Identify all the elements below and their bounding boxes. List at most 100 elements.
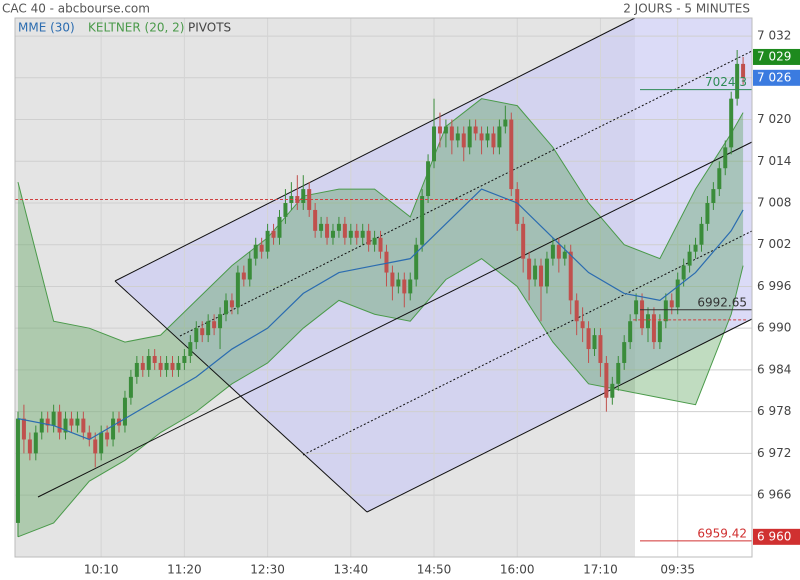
candle-body: [628, 321, 633, 343]
y-tick-label: 7 032: [757, 29, 791, 43]
candle-body: [283, 202, 288, 217]
candle-body: [443, 126, 448, 134]
candle-body: [449, 126, 454, 141]
candle-body: [645, 314, 650, 329]
legend-entry: MME (30): [18, 21, 75, 35]
candle-body: [384, 251, 389, 273]
x-tick-label: 17:10: [583, 563, 618, 577]
candle-body: [735, 63, 740, 99]
price-badge-label: 7 029: [757, 49, 791, 63]
candle-body: [146, 356, 151, 370]
candle-body: [426, 161, 431, 197]
candle-body: [586, 328, 591, 350]
candle-body: [336, 223, 341, 231]
candle-body: [330, 230, 335, 238]
candle-body: [544, 258, 549, 287]
plot-frame: [14, 17, 753, 558]
channel-lines: [37, 17, 753, 513]
x-tick-label: 10:10: [84, 563, 119, 577]
candle-body: [717, 168, 722, 190]
candle-body: [634, 300, 639, 315]
candle-body: [158, 362, 163, 370]
candle-body: [360, 230, 365, 238]
candle-body: [319, 223, 324, 231]
channel-top: [114, 17, 636, 282]
candle-body: [247, 258, 252, 280]
candle-body: [610, 383, 615, 398]
candle-body: [687, 251, 692, 266]
candle-body: [574, 300, 579, 322]
candle-body: [164, 362, 169, 370]
candle-body: [69, 418, 74, 426]
candle-body: [651, 314, 656, 343]
candle-body: [640, 300, 645, 329]
channel-bottom: [366, 318, 753, 513]
candle-body: [497, 126, 502, 148]
candle-body: [51, 411, 56, 426]
candle-body: [432, 126, 437, 162]
candle-body: [699, 223, 704, 245]
candle-body: [669, 300, 674, 308]
candle-body: [420, 196, 425, 245]
candle-body: [188, 342, 193, 357]
candle-body: [325, 223, 330, 238]
candle-body: [105, 432, 110, 440]
candle-body: [437, 126, 442, 134]
candle-body: [485, 133, 490, 141]
candle-body: [461, 133, 466, 148]
x-tick-label: 11:20: [167, 563, 202, 577]
keltner-band: [17, 98, 744, 537]
price-badge-label: 7 026: [757, 70, 791, 84]
candle-body: [592, 335, 597, 350]
candle-body: [152, 356, 157, 363]
overlay: 7024.3 6992.65 6959.42: [15, 75, 752, 542]
axes: 6 966 6 972 6 978 6 984 6 990 6 996 7 002 7 008…: [18, 21, 800, 577]
candle-body: [259, 244, 264, 252]
candle-body: [616, 362, 621, 384]
candle-body: [479, 133, 484, 141]
keltner-lower: [17, 258, 744, 538]
candle-body: [390, 272, 395, 287]
y-tick-label: 6 972: [757, 446, 791, 460]
candle-body: [241, 272, 246, 280]
candle-body: [81, 418, 86, 433]
candle-body: [277, 216, 282, 238]
candle-body: [729, 98, 734, 148]
price-line-label: 6992.65: [697, 295, 747, 309]
candle-body: [455, 133, 460, 141]
candle-body: [467, 126, 472, 148]
candle-body: [663, 300, 668, 322]
candle-body: [57, 411, 62, 433]
legend-entry: KELTNER (20, 2): [88, 21, 184, 35]
candle-body: [681, 265, 686, 280]
candle-body: [307, 189, 312, 210]
mme-line: [17, 188, 744, 441]
x-tick-label: 13:40: [334, 563, 369, 577]
y-tick-label: 6 978: [757, 404, 791, 418]
x-tick-label: 16:00: [500, 563, 535, 577]
candle-body: [366, 230, 371, 245]
candle-body: [229, 300, 234, 308]
candle-body: [693, 244, 698, 252]
channel-upper-dotted: [179, 50, 753, 337]
candle-body: [562, 251, 567, 259]
candle-body: [271, 230, 276, 238]
price-badge-label: 6 960: [757, 529, 791, 543]
candle-body: [170, 362, 175, 370]
candle-body: [21, 418, 26, 440]
candle-body: [182, 356, 187, 363]
candle-body: [604, 362, 609, 398]
candle-body: [533, 265, 538, 280]
candle-body: [568, 251, 573, 301]
keltner-upper: [17, 98, 744, 343]
candle-body: [550, 244, 555, 259]
candle-body: [218, 314, 223, 329]
candle-body: [675, 279, 680, 308]
price-badge: [753, 528, 800, 545]
candle-body: [414, 244, 419, 280]
candle-body: [372, 237, 377, 245]
y-tick-label: 7 002: [757, 237, 791, 251]
candle-body: [27, 439, 32, 454]
y-tick-label: 7 014: [757, 154, 791, 168]
